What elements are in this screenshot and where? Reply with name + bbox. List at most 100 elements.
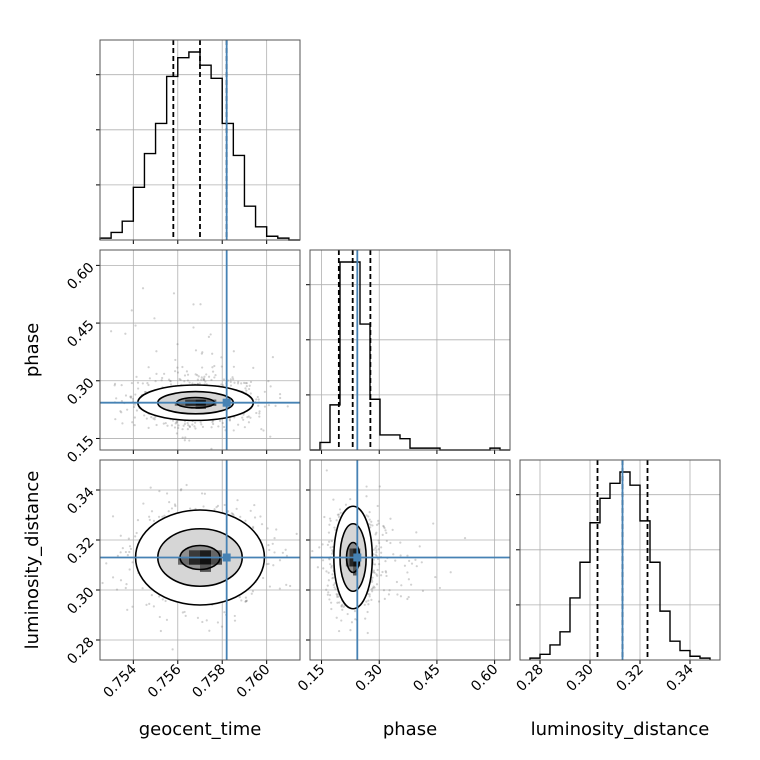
- sample-point: [162, 422, 165, 425]
- sample-point: [152, 519, 156, 523]
- sample-point: [434, 575, 437, 579]
- sample-point: [152, 417, 155, 420]
- sample-point: [247, 421, 251, 424]
- sample-point: [349, 629, 352, 632]
- sample-point: [336, 601, 339, 604]
- sample-point: [200, 352, 203, 355]
- density-cell: [185, 399, 196, 403]
- sample-point: [115, 397, 118, 400]
- sample-point: [367, 515, 370, 518]
- sample-point: [365, 600, 368, 603]
- sample-point: [186, 373, 190, 376]
- sample-point: [272, 564, 275, 567]
- sample-point: [154, 379, 157, 383]
- sample-point: [239, 515, 242, 518]
- y-axis-label-phase: phase: [22, 323, 43, 377]
- sample-point: [365, 485, 368, 488]
- sample-point: [147, 426, 150, 430]
- sample-point: [369, 523, 372, 526]
- sample-point: [255, 411, 258, 415]
- sample-point: [231, 376, 234, 379]
- sample-point: [194, 349, 198, 352]
- sample-point: [211, 370, 215, 373]
- sample-point: [253, 516, 257, 519]
- sample-point: [336, 513, 340, 516]
- sample-point: [432, 522, 435, 525]
- sample-point: [403, 564, 407, 567]
- sample-point: [248, 387, 251, 391]
- sample-point: [196, 378, 200, 381]
- y-tick-label: 0.28: [64, 634, 97, 667]
- sample-point: [244, 600, 247, 603]
- sample-point: [371, 586, 374, 590]
- sample-point: [233, 381, 236, 384]
- truth-marker: [353, 553, 362, 562]
- sample-point: [337, 629, 341, 633]
- panel-frame: [99, 39, 301, 241]
- x-tick-label: 0.45: [410, 662, 443, 695]
- sample-point: [110, 330, 113, 333]
- x-tick-label: 0.758: [189, 662, 229, 702]
- sample-point: [269, 435, 272, 438]
- sample-point: [328, 594, 332, 597]
- sample-point: [240, 382, 243, 385]
- sample-point: [101, 581, 104, 585]
- sample-point: [366, 610, 369, 614]
- sample-point: [256, 395, 259, 399]
- sample-point: [372, 548, 375, 551]
- sample-point: [281, 551, 284, 554]
- density-cell: [195, 402, 206, 406]
- panel-content: [61, 250, 300, 450]
- x-axis-label-phase: phase: [383, 719, 437, 740]
- sample-point: [377, 522, 380, 525]
- sample-point: [133, 424, 136, 427]
- sample-point: [232, 377, 235, 381]
- sample-point: [154, 415, 157, 419]
- sample-point: [95, 575, 97, 577]
- sample-point: [335, 616, 338, 619]
- sample-point: [260, 523, 264, 526]
- sample-point: [178, 377, 181, 381]
- sample-point: [368, 518, 371, 521]
- sample-point: [215, 506, 218, 509]
- sample-point: [399, 541, 402, 544]
- density-cell: [345, 557, 350, 567]
- sample-point: [284, 548, 287, 551]
- sample-point: [170, 424, 174, 427]
- sample-point: [126, 408, 129, 411]
- sample-point: [327, 531, 331, 534]
- sample-point: [223, 611, 226, 614]
- sample-point: [200, 376, 203, 379]
- sample-point: [378, 541, 381, 545]
- sample-point: [251, 526, 255, 530]
- sample-point: [370, 588, 373, 591]
- sample-point: [176, 371, 180, 374]
- sample-point: [121, 546, 124, 550]
- sample-point: [170, 507, 174, 510]
- panel-frame: [519, 459, 721, 661]
- sample-point: [410, 583, 413, 586]
- sample-point: [235, 507, 238, 510]
- sample-point: [143, 414, 146, 417]
- sample-point: [327, 579, 330, 582]
- sample-point: [129, 547, 133, 550]
- sample-point: [262, 576, 265, 580]
- sample-point: [375, 551, 378, 554]
- sample-point: [133, 416, 136, 419]
- sample-point: [236, 499, 239, 502]
- sample-point: [61, 413, 63, 415]
- hist-panel-luminosity_distance: [516, 459, 721, 664]
- sample-point: [328, 598, 331, 601]
- sample-point: [331, 549, 334, 552]
- sample-point: [207, 375, 211, 378]
- sample-point: [245, 599, 248, 603]
- sample-point: [168, 501, 171, 504]
- sample-point: [196, 373, 199, 377]
- sample-point: [233, 416, 236, 419]
- sample-point: [329, 546, 332, 549]
- sample-point: [216, 621, 220, 624]
- sample-point: [364, 617, 367, 620]
- sample-point: [176, 366, 179, 369]
- sample-point: [328, 523, 331, 526]
- sample-point: [120, 411, 123, 414]
